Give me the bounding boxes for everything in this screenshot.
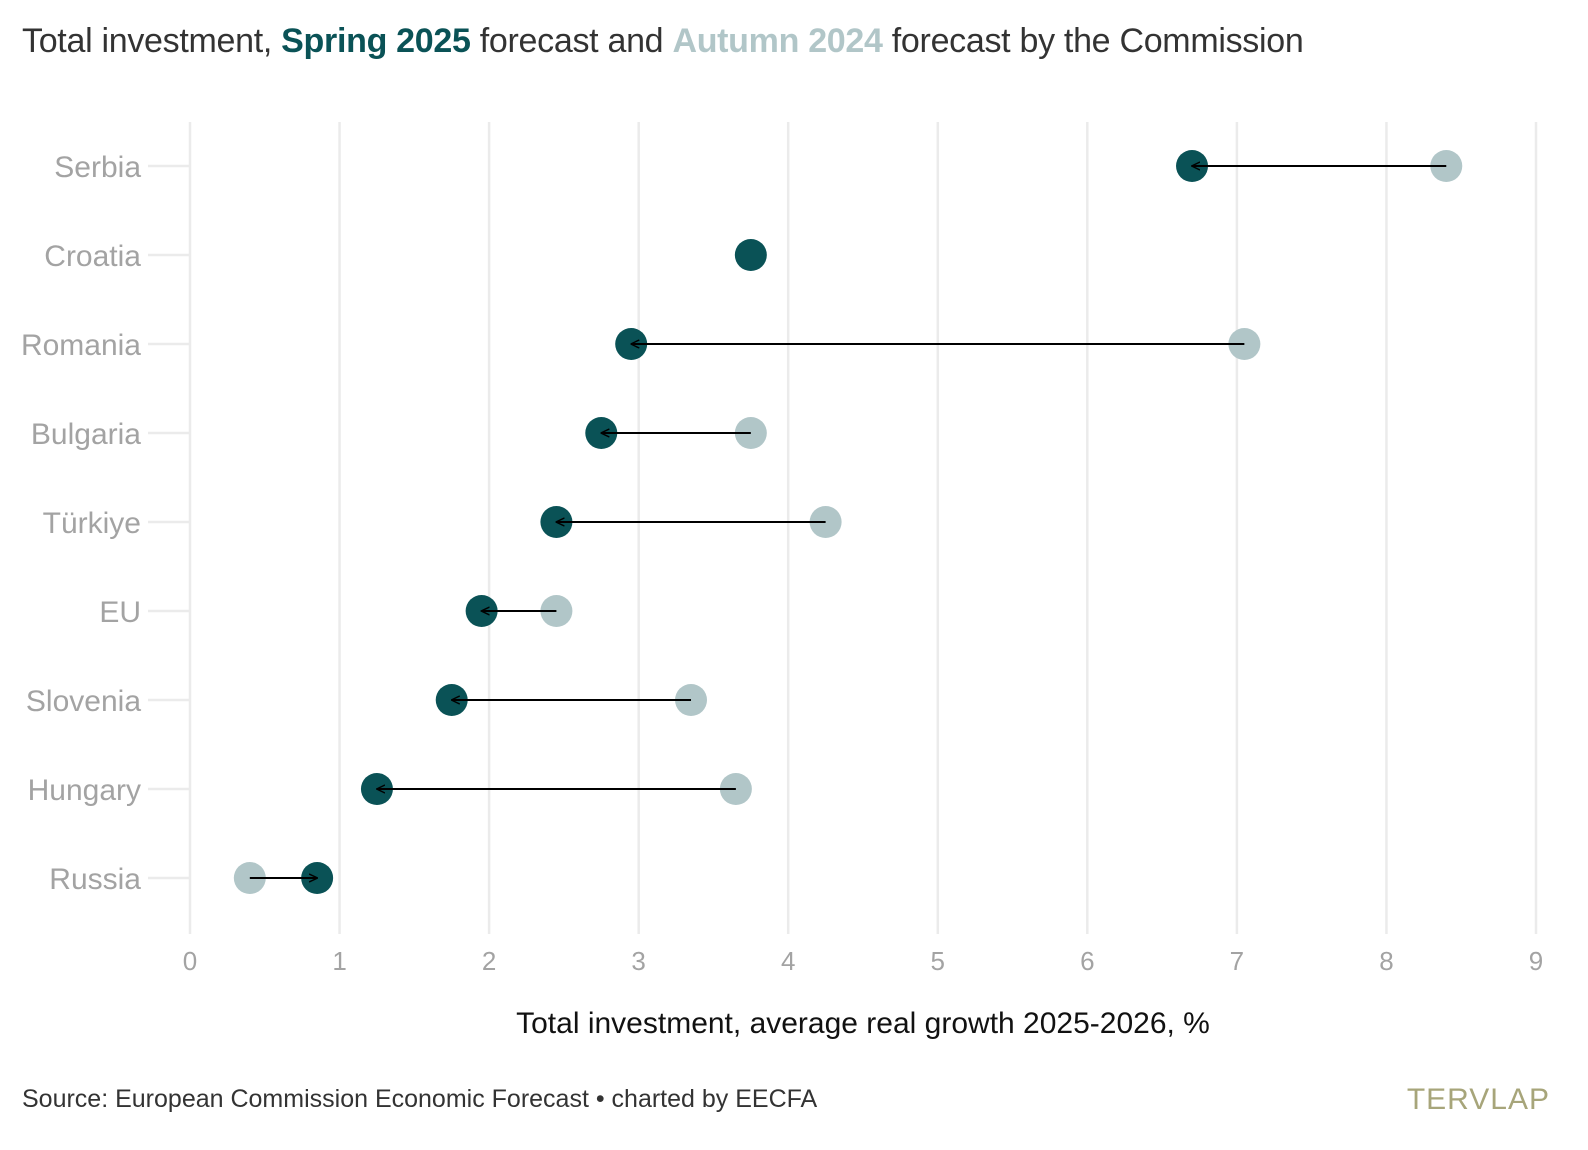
x-axis-title: Total investment, average real growth 20… (516, 1007, 1210, 1040)
category-label: Türkiye (43, 507, 141, 540)
category-label: Croatia (44, 240, 141, 273)
title-spring-label: Spring 2025 (281, 22, 471, 60)
source-note: Source: European Commission Economic For… (22, 1085, 818, 1113)
label-layer: 0 1 2 3 4 5 6 7 8 9 Serbia Croatia Romania Bulgaria Tü… (21, 151, 1543, 976)
title-middle: forecast and (470, 22, 673, 60)
spring-2025-point (734, 239, 767, 271)
autumn-2024-point (233, 862, 266, 894)
x-tick-label: 2 (482, 946, 496, 976)
grid-lines (148, 122, 1538, 934)
dumbbell-chart: Total investment, average real growth 20… (21, 122, 1543, 1040)
category-label: Romania (21, 329, 141, 362)
x-tick-label: 7 (1230, 946, 1244, 976)
x-tick-label: 5 (931, 946, 945, 976)
x-tick-label: 1 (332, 946, 346, 976)
category-label: EU (99, 596, 141, 629)
x-tick-label: 6 (1080, 946, 1094, 976)
arrow-layer (249, 166, 1447, 878)
category-label: Russia (49, 863, 141, 896)
category-label: Slovenia (26, 685, 141, 718)
title-suffix: forecast by the Commission (882, 22, 1304, 60)
tervlap-logo: TERVLAP (1406, 1083, 1550, 1116)
point-layer (233, 150, 1463, 894)
category-label: Serbia (54, 151, 141, 184)
x-tick-label: 3 (631, 946, 645, 976)
x-tick-label: 0 (183, 946, 197, 976)
category-label: Bulgaria (31, 418, 141, 451)
title-autumn-label: Autumn 2024 (672, 22, 883, 60)
x-tick-label: 9 (1529, 946, 1543, 976)
x-tick-label: 4 (781, 946, 795, 976)
category-label: Hungary (28, 774, 141, 807)
x-tick-label: 8 (1379, 946, 1393, 976)
chart-title: Total investment, Spring 2025 forecast a… (22, 22, 1304, 61)
title-prefix: Total investment, (22, 22, 282, 60)
